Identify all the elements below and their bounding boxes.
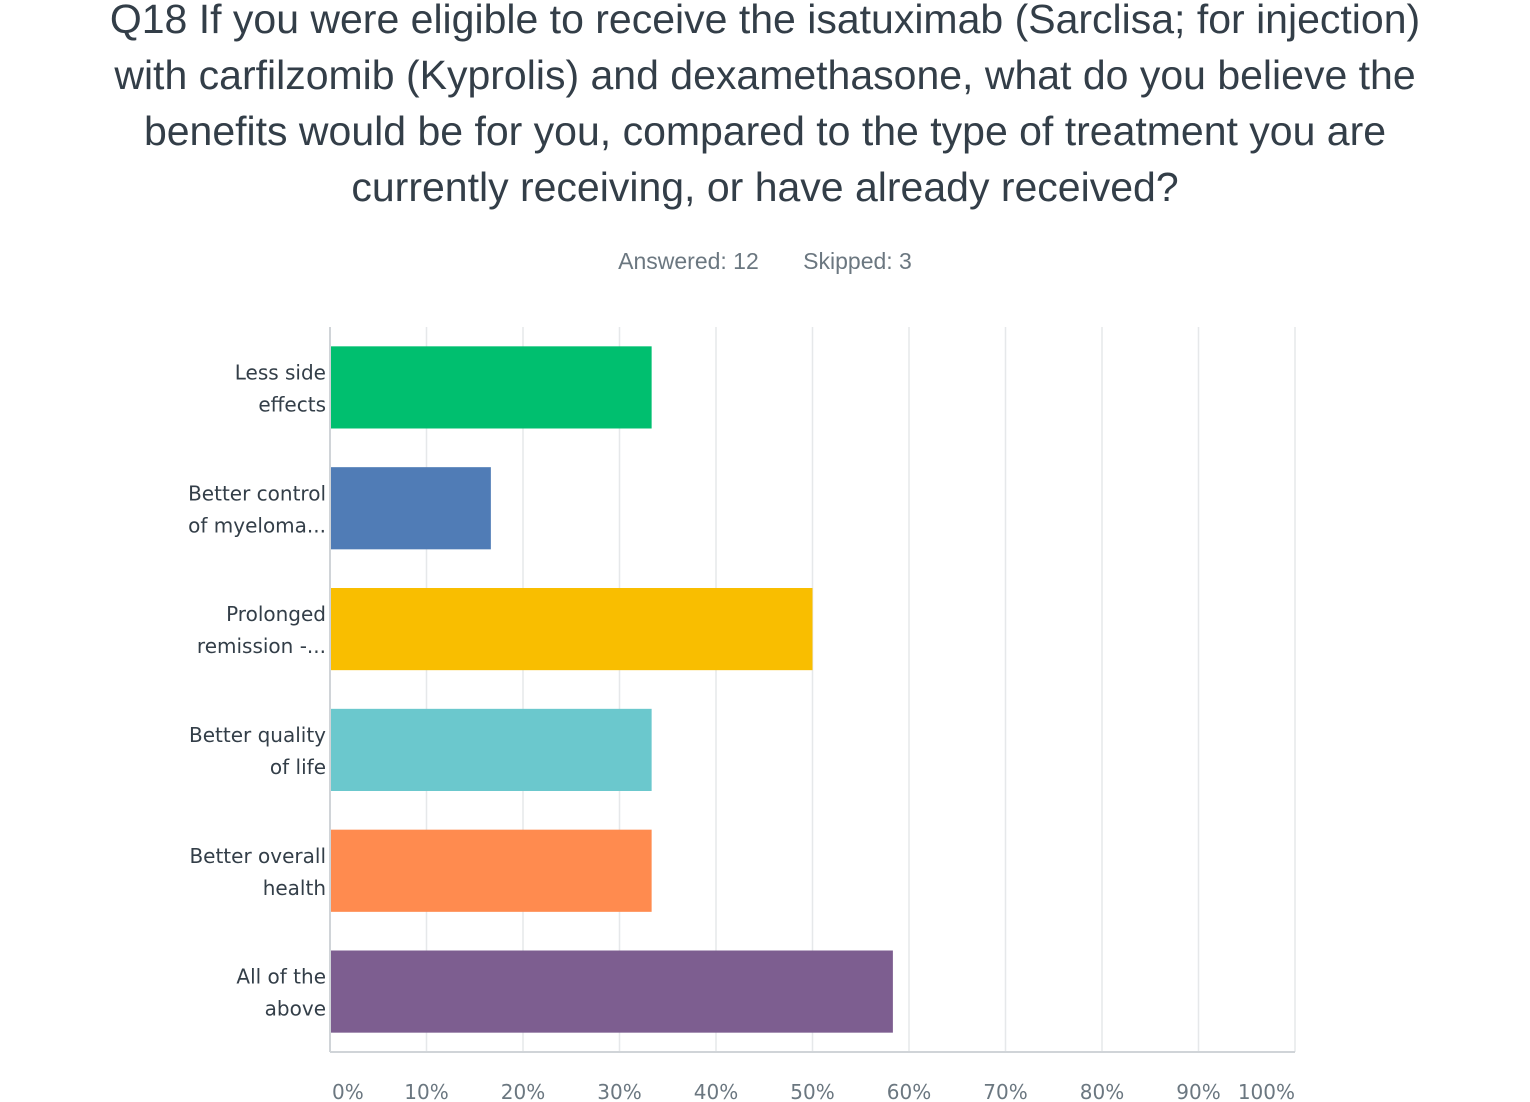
- bar: [330, 708, 652, 791]
- x-tick-label: 0%: [332, 1080, 364, 1102]
- bar: [330, 950, 893, 1033]
- bar: [330, 346, 652, 429]
- question-title-line: benefits would be for you, compared to t…: [143, 108, 1387, 154]
- x-tick-label: 40%: [694, 1080, 738, 1102]
- x-tick-label: 10%: [404, 1080, 448, 1102]
- category-label: Better overall: [189, 844, 326, 868]
- category-label: Prolonged: [226, 602, 326, 626]
- response-summary: Answered: 12 Skipped: 3: [0, 248, 1530, 275]
- bar: [330, 467, 491, 550]
- question-title: Q18 If you were eligible to receive the …: [0, 0, 1530, 215]
- x-tick-label: 100%: [1238, 1080, 1295, 1102]
- x-tick-label: 60%: [887, 1080, 931, 1102]
- category-label: remission -...: [197, 634, 326, 658]
- category-label: health: [263, 876, 326, 900]
- category-label: Better quality: [189, 723, 326, 747]
- category-label: All of the: [236, 965, 326, 989]
- x-tick-label: 70%: [983, 1080, 1027, 1102]
- category-label: of myeloma...: [188, 513, 326, 537]
- bar: [330, 829, 652, 912]
- question-title-line: Q18 If you were eligible to receive the …: [109, 0, 1421, 42]
- x-tick-label: 90%: [1176, 1080, 1220, 1102]
- category-label: Less side: [235, 360, 326, 384]
- bar: [330, 588, 813, 671]
- x-tick-label: 20%: [501, 1080, 545, 1102]
- x-tick-label: 30%: [597, 1080, 641, 1102]
- answered-count: Answered: 12: [618, 248, 759, 274]
- category-label: effects: [258, 392, 326, 416]
- question-title-line: with carfilzomib (Kyprolis) and dexameth…: [114, 52, 1416, 98]
- question-title-line: currently receiving, or have already rec…: [351, 164, 1179, 210]
- x-tick-label: 50%: [790, 1080, 834, 1102]
- x-tick-label: 80%: [1080, 1080, 1124, 1102]
- category-label: Better control: [188, 481, 326, 505]
- skipped-count: Skipped: 3: [803, 248, 912, 274]
- category-label: above: [265, 997, 326, 1021]
- category-label: of life: [270, 755, 326, 779]
